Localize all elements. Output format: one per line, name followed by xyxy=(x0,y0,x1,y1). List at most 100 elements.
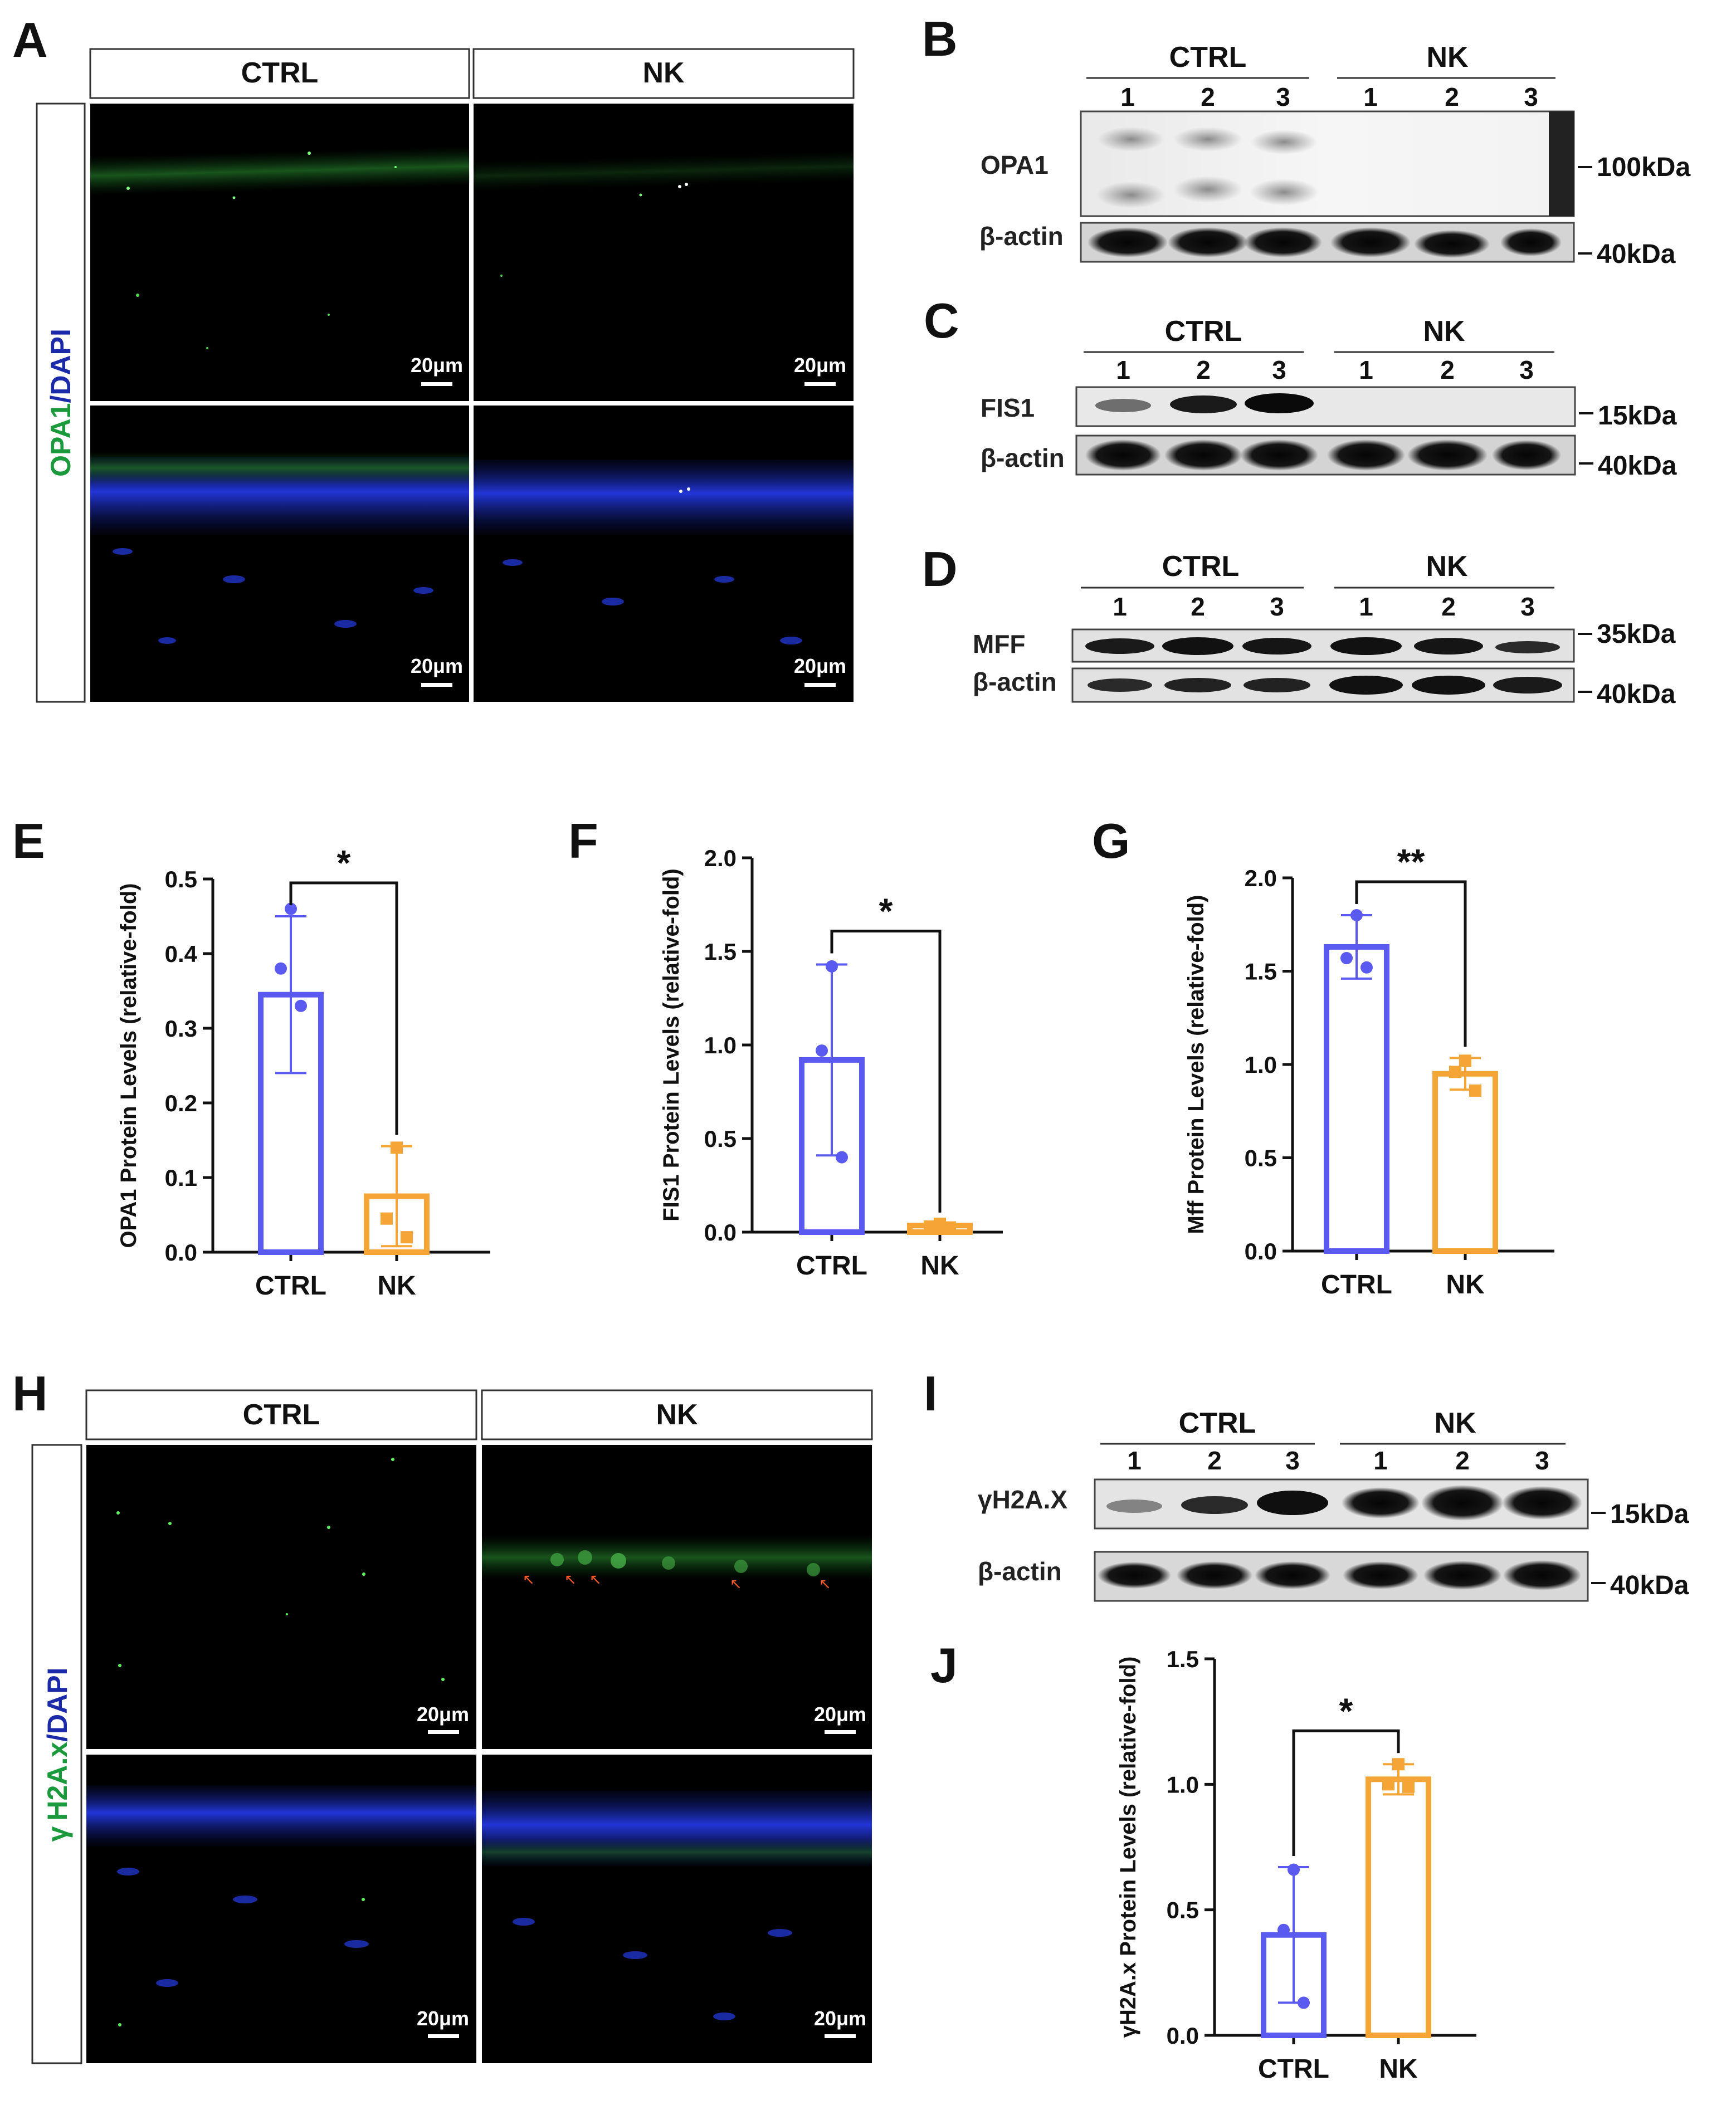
column-header-nk-h: NK xyxy=(656,1399,698,1431)
group-label-nk: NK xyxy=(1426,41,1469,74)
scale-bar-label: 20μm xyxy=(794,655,846,677)
scale-bar xyxy=(428,2034,459,2038)
panel-label-g: G xyxy=(1092,813,1130,868)
bar-chart-fis1: 0.0 0.5 1.0 1.5 2.0 FIS1 Protein Levels (rela… xyxy=(659,845,1003,1281)
kda-label: 40kDa xyxy=(1598,451,1677,481)
blot-label-target: γH2A.X xyxy=(978,1485,1067,1514)
lane-number: 1 xyxy=(1359,355,1373,384)
bar-chart-gh2ax: 0.0 0.5 1.0 1.5 γH2A.x Protein Levels (relat… xyxy=(1116,1646,1476,2084)
y-tick-label: 0.0 xyxy=(165,1239,197,1266)
data-point xyxy=(381,1212,393,1225)
data-point xyxy=(1288,1863,1300,1876)
data-point xyxy=(391,1141,403,1154)
lane-number: 2 xyxy=(1445,82,1459,111)
y-tick-label: 0.4 xyxy=(165,941,198,967)
lane-number: 2 xyxy=(1191,592,1205,621)
blot-label-loading: β-actin xyxy=(978,1557,1062,1586)
group-label-ctrl: CTRL xyxy=(1165,315,1242,348)
lane-number: 2 xyxy=(1441,592,1456,621)
lane-number: 1 xyxy=(1120,82,1135,111)
lane-number: 2 xyxy=(1201,82,1215,111)
side-label-box-h xyxy=(31,1444,82,2064)
data-point xyxy=(1350,909,1363,921)
data-point xyxy=(1402,1780,1415,1793)
y-tick-label: 1.5 xyxy=(704,939,737,965)
bar xyxy=(1324,944,1389,1254)
panel-label-f: F xyxy=(568,813,598,868)
significance-bracket xyxy=(830,930,942,1213)
kda-label: 100kDa xyxy=(1597,153,1690,182)
lane-number: 1 xyxy=(1363,82,1378,111)
kda-label: 15kDa xyxy=(1598,401,1677,431)
y-tick-label: 0.0 xyxy=(704,1219,737,1246)
group-label-nk: NK xyxy=(1426,550,1468,583)
panel-label-b: B xyxy=(922,11,958,66)
data-point xyxy=(836,1151,848,1164)
western-blot-c: C CTRL NK 1 2 3 1 2 3 FIS1 15kDa β-actin… xyxy=(924,293,1677,481)
lane-number: 3 xyxy=(1270,592,1284,621)
micrograph-a-ctrl-green: 20μm xyxy=(90,104,470,401)
scale-bar xyxy=(421,683,452,687)
lane-number: 2 xyxy=(1455,1446,1470,1475)
significance-label: * xyxy=(1339,1691,1353,1731)
side-label-box-a xyxy=(36,102,86,703)
blot-label-target: OPA1 xyxy=(981,150,1049,179)
lane-number: 3 xyxy=(1285,1446,1300,1475)
y-tick-label: 1.0 xyxy=(704,1032,737,1058)
data-point xyxy=(1360,961,1373,974)
western-blot-b: B CTRL NK 1 2 3 1 2 3 OPA1 100kDa β-acti… xyxy=(922,11,1690,269)
data-point xyxy=(924,1220,936,1233)
significance-label: * xyxy=(337,843,351,883)
lane-number: 3 xyxy=(1524,82,1538,111)
micrograph-a-ctrl-merged: 20μm xyxy=(90,406,469,702)
data-point xyxy=(816,1044,828,1057)
data-point xyxy=(934,1217,946,1230)
side-label-a: OPA1/DAPI xyxy=(45,329,76,477)
lane-number: 3 xyxy=(1519,355,1534,384)
scale-bar-label: 20μm xyxy=(814,2007,866,2030)
panel-label-j: J xyxy=(930,1638,958,1693)
scale-bar xyxy=(825,2034,856,2038)
micrograph-h-nk-green: ↖ ↖ ↖ ↖ ↖ 20μm xyxy=(482,1445,872,1749)
data-point xyxy=(1469,1084,1481,1097)
panel-label-d: D xyxy=(922,541,958,597)
lane-number: 3 xyxy=(1535,1446,1549,1475)
panel-label-i: I xyxy=(924,1366,937,1421)
group-label-ctrl: CTRL xyxy=(1162,550,1240,583)
y-tick-label: 1.5 xyxy=(1245,959,1277,985)
panel-label-e: E xyxy=(12,813,45,868)
micrograph-h-ctrl-green: 20μm xyxy=(86,1445,476,1749)
y-axis-label: FIS1 Protein Levels (relative-fold) xyxy=(659,868,684,1222)
arrow-icon: ↖ xyxy=(564,1571,577,1588)
significance-bracket xyxy=(289,881,398,1135)
column-header-ctrl-a: CTRL xyxy=(241,57,319,89)
scale-bar-label: 20μm xyxy=(814,1703,866,1726)
lane-number: 2 xyxy=(1196,355,1211,384)
y-axis-label: γH2A.x Protein Levels (relative-fold) xyxy=(1116,1657,1140,2038)
arrow-icon: ↖ xyxy=(730,1576,742,1593)
arrow-icon: ↖ xyxy=(523,1571,535,1588)
lane-number: 3 xyxy=(1276,82,1290,111)
data-point xyxy=(1459,1054,1471,1067)
y-tick-label: 0.3 xyxy=(165,1015,197,1042)
lane-number: 1 xyxy=(1373,1446,1388,1475)
kda-label: 40kDa xyxy=(1610,1571,1689,1600)
bar xyxy=(1432,1071,1498,1254)
lane-number: 1 xyxy=(1116,355,1130,384)
lane-number: 2 xyxy=(1207,1446,1222,1475)
significance-bracket xyxy=(1355,880,1467,1047)
kda-label: 35kDa xyxy=(1597,619,1676,649)
lane-number: 2 xyxy=(1440,355,1455,384)
category-label: CTRL xyxy=(1258,2054,1329,2084)
significance-label: * xyxy=(879,891,893,931)
y-tick-label: 2.0 xyxy=(704,845,737,871)
y-tick-label: 0.1 xyxy=(165,1165,197,1191)
bar xyxy=(1366,1776,1431,2039)
lane-number: 3 xyxy=(1520,592,1535,621)
y-tick-label: 1.0 xyxy=(1167,1771,1199,1798)
data-point xyxy=(1340,952,1353,965)
category-label: CTRL xyxy=(255,1271,326,1301)
arrow-icon: ↖ xyxy=(589,1571,602,1588)
y-tick-label: 0.5 xyxy=(1167,1897,1199,1923)
category-label: NK xyxy=(1379,2054,1418,2084)
